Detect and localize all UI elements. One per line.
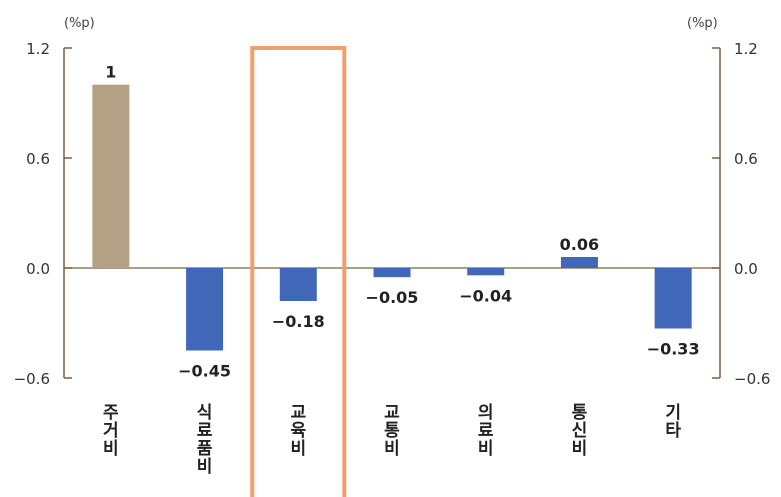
bar (560, 257, 598, 268)
left-tick-label: 0.0 (26, 260, 50, 278)
right-tick-label: −0.6 (734, 370, 770, 388)
data-label: −0.45 (178, 362, 231, 381)
data-label: −0.33 (647, 340, 700, 359)
right-tick-label: 0.6 (734, 150, 758, 168)
data-label: −0.05 (366, 288, 419, 307)
category-labels: 주 거 비 식 료 품 비 교 육 비 교 통 비 의 료 비 통 신 비 기 타 (103, 403, 681, 477)
left-tick-label: 1.2 (26, 40, 50, 58)
bar (467, 268, 505, 276)
bar (279, 268, 317, 301)
right-tick-label: 0.0 (734, 260, 758, 278)
data-label: 0.06 (560, 235, 599, 254)
data-labels: 1 −0.45 −0.18 −0.05 −0.04 0.06 −0.33 (105, 63, 699, 381)
data-label: 1 (105, 63, 116, 82)
right-tick-label: 1.2 (734, 40, 758, 58)
axes: 1.2 1.2 0.6 0.6 0.0 0.0 −0.6 −0.6 (14, 40, 771, 388)
right-unit-label: (%p) (687, 16, 718, 31)
left-tick-label: −0.6 (14, 370, 50, 388)
data-label: −0.18 (272, 312, 325, 331)
highlight-box (250, 46, 347, 497)
bar (186, 268, 224, 351)
data-label: −0.04 (459, 286, 512, 305)
bars (92, 84, 692, 351)
left-tick-label: 0.6 (26, 150, 50, 168)
left-unit-label: (%p) (64, 16, 95, 31)
bar (92, 84, 130, 269)
bar (654, 268, 692, 329)
bar (373, 268, 411, 278)
